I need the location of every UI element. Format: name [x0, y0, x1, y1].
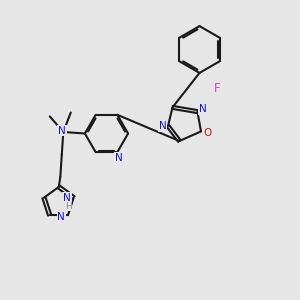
Text: N: N	[58, 212, 65, 222]
Text: N: N	[63, 193, 71, 203]
Text: F: F	[214, 82, 221, 95]
Text: N: N	[199, 104, 207, 114]
Text: H: H	[65, 202, 72, 211]
Text: N: N	[58, 125, 66, 136]
Text: N: N	[115, 153, 123, 163]
Text: N: N	[159, 121, 167, 131]
Text: O: O	[203, 128, 212, 138]
